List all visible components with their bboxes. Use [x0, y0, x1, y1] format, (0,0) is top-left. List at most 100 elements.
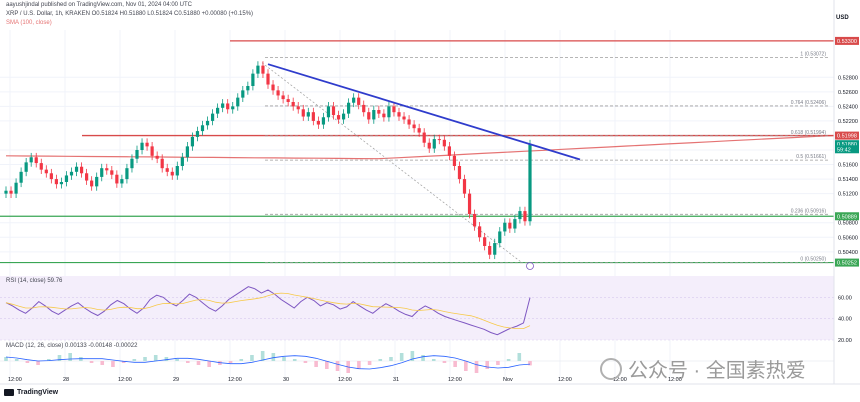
time-tick-label: 29 [173, 377, 179, 383]
candle [155, 155, 159, 159]
candle [130, 158, 134, 169]
candle [291, 102, 295, 107]
candle [115, 174, 119, 184]
candle [452, 155, 457, 166]
candle [382, 113, 386, 118]
macd-histogram-bar [271, 353, 276, 361]
candle [14, 182, 18, 194]
macd-histogram-bar [68, 353, 72, 361]
time-axis: 12:00 28 12:00 29 12:00 30 12:00 31 12:00 Nov 12:0… [8, 377, 682, 383]
sma-100-line [5, 134, 835, 160]
time-tick-label: 12:00 [668, 377, 682, 383]
macd-histogram-bar [36, 361, 40, 365]
candle [513, 219, 517, 229]
candle [316, 120, 320, 125]
price-tick-label: 0.52600 [838, 90, 858, 96]
candle [498, 231, 502, 244]
candle [195, 131, 200, 137]
candle [210, 113, 215, 121]
candle [341, 113, 346, 120]
candle [125, 168, 129, 180]
fib-level-label: 0 (0.50250) [800, 257, 826, 263]
price-series: 1 (0.53072) 0.764 (0.52406) 0.618 (0.51994… [0, 40, 835, 270]
candle [145, 142, 149, 147]
macd-histogram-bar [303, 361, 308, 363]
candle [326, 106, 331, 118]
candle [261, 65, 265, 74]
price-tag-label: 0.53300 [837, 39, 857, 45]
macd-histogram-bar [143, 357, 147, 361]
rsi-line [5, 286, 531, 336]
price-tick-label: 0.50600 [838, 235, 858, 241]
candle [387, 106, 391, 118]
candle [362, 104, 366, 113]
candle [120, 179, 124, 184]
macd-histogram-bar [239, 359, 244, 361]
time-tick-label: 30 [283, 377, 289, 383]
price-tag-box [835, 258, 859, 267]
rsi-title: RSI (14, close) 59.76 [6, 278, 63, 284]
candle [493, 243, 497, 255]
macd-histogram-bar [292, 359, 297, 361]
fib-level-label: 0.764 (0.52406) [791, 100, 827, 106]
macd-histogram-bar [175, 359, 179, 361]
candle [397, 112, 401, 117]
currency-label: USD [836, 15, 849, 21]
fib-level-label: 0.236 (0.50916) [791, 208, 827, 214]
candle [357, 97, 361, 105]
candle [508, 222, 512, 229]
macd-histogram-bar [367, 361, 372, 365]
macd-histogram-bar [314, 361, 318, 367]
macd-histogram-bar [282, 357, 286, 361]
time-tick-label: 12:00 [558, 377, 572, 383]
candle [200, 125, 205, 132]
published-label: aayushjindal published on TradingView.co… [6, 2, 193, 8]
candle [412, 124, 416, 129]
candle [256, 65, 260, 74]
macd-histogram-bar [325, 361, 329, 369]
time-tick-label: 12:00 [613, 377, 627, 383]
macd-histogram-bar [250, 355, 254, 361]
macd-histogram-bar [399, 353, 404, 361]
candle [483, 237, 487, 246]
rsi-panel [0, 286, 834, 341]
macd-histogram-bar [357, 361, 361, 369]
candle [180, 157, 184, 166]
event-marker [526, 262, 534, 270]
candle [478, 226, 482, 238]
price-tag-label: 0.51880 [837, 142, 857, 148]
macd-histogram-bar [132, 359, 137, 361]
candle [442, 139, 446, 147]
candle [372, 110, 376, 120]
price-tag-label: 0.51998 [837, 134, 857, 140]
rsi-signal-line [5, 292, 531, 330]
axes: 0.528000.526000.524000.522000.518000.516… [0, 0, 860, 385]
price-tick-label: 0.52200 [838, 119, 858, 125]
time-tick-label: 12:00 [8, 377, 22, 383]
price-tick-label: 0.52800 [838, 75, 858, 81]
candle [90, 180, 94, 187]
candle [236, 97, 240, 107]
macd-histogram-bar [57, 355, 62, 361]
candle [281, 95, 285, 100]
candle [185, 146, 189, 158]
macd-histogram-bar [196, 361, 201, 365]
tradingview-logo[interactable]: TradingView [4, 389, 58, 396]
candle [216, 107, 220, 114]
candle [59, 182, 64, 185]
candle [367, 112, 371, 120]
candle [85, 173, 89, 181]
candle [205, 120, 210, 126]
candle [64, 175, 69, 182]
macd-histogram-bar [335, 361, 340, 371]
macd-histogram-bar [378, 359, 383, 361]
macd-histogram-bar [528, 361, 532, 366]
price-tick-label: 0.51200 [838, 192, 858, 198]
candle [286, 99, 290, 102]
candle [95, 176, 99, 187]
rsi-tick-label: 40.00 [838, 317, 852, 323]
sma-label: SMA (100, close) [6, 20, 52, 26]
candle [19, 171, 23, 183]
macd-histogram-bar [228, 361, 233, 363]
